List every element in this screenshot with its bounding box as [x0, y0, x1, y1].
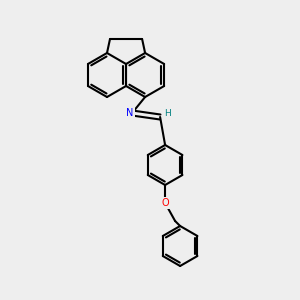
Text: N: N [126, 108, 134, 118]
Text: O: O [161, 198, 169, 208]
Text: H: H [164, 110, 170, 118]
